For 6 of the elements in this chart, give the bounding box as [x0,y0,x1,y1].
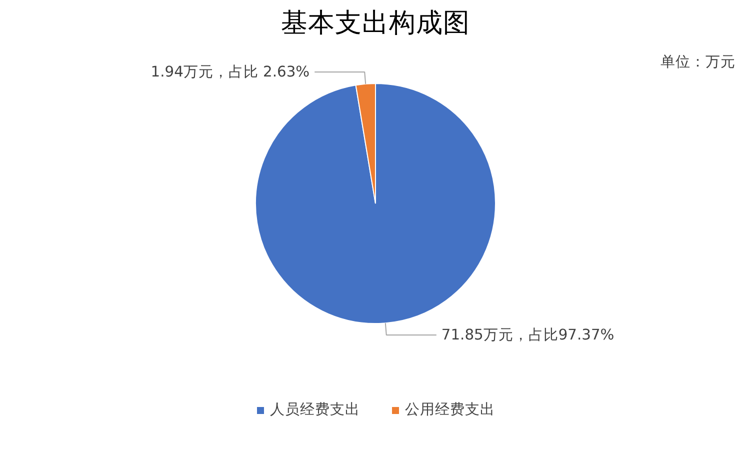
data-label: 71.85万元，占比97.37% [441,326,614,344]
data-label: 1.94万元，占比 2.63% [150,63,310,80]
legend-label: 公用经费支出 [405,400,495,419]
legend-label: 人员经费支出 [270,400,360,419]
text: 单位：万元 [660,54,736,70]
chart-title: 基本支出构成图 [281,8,470,38]
